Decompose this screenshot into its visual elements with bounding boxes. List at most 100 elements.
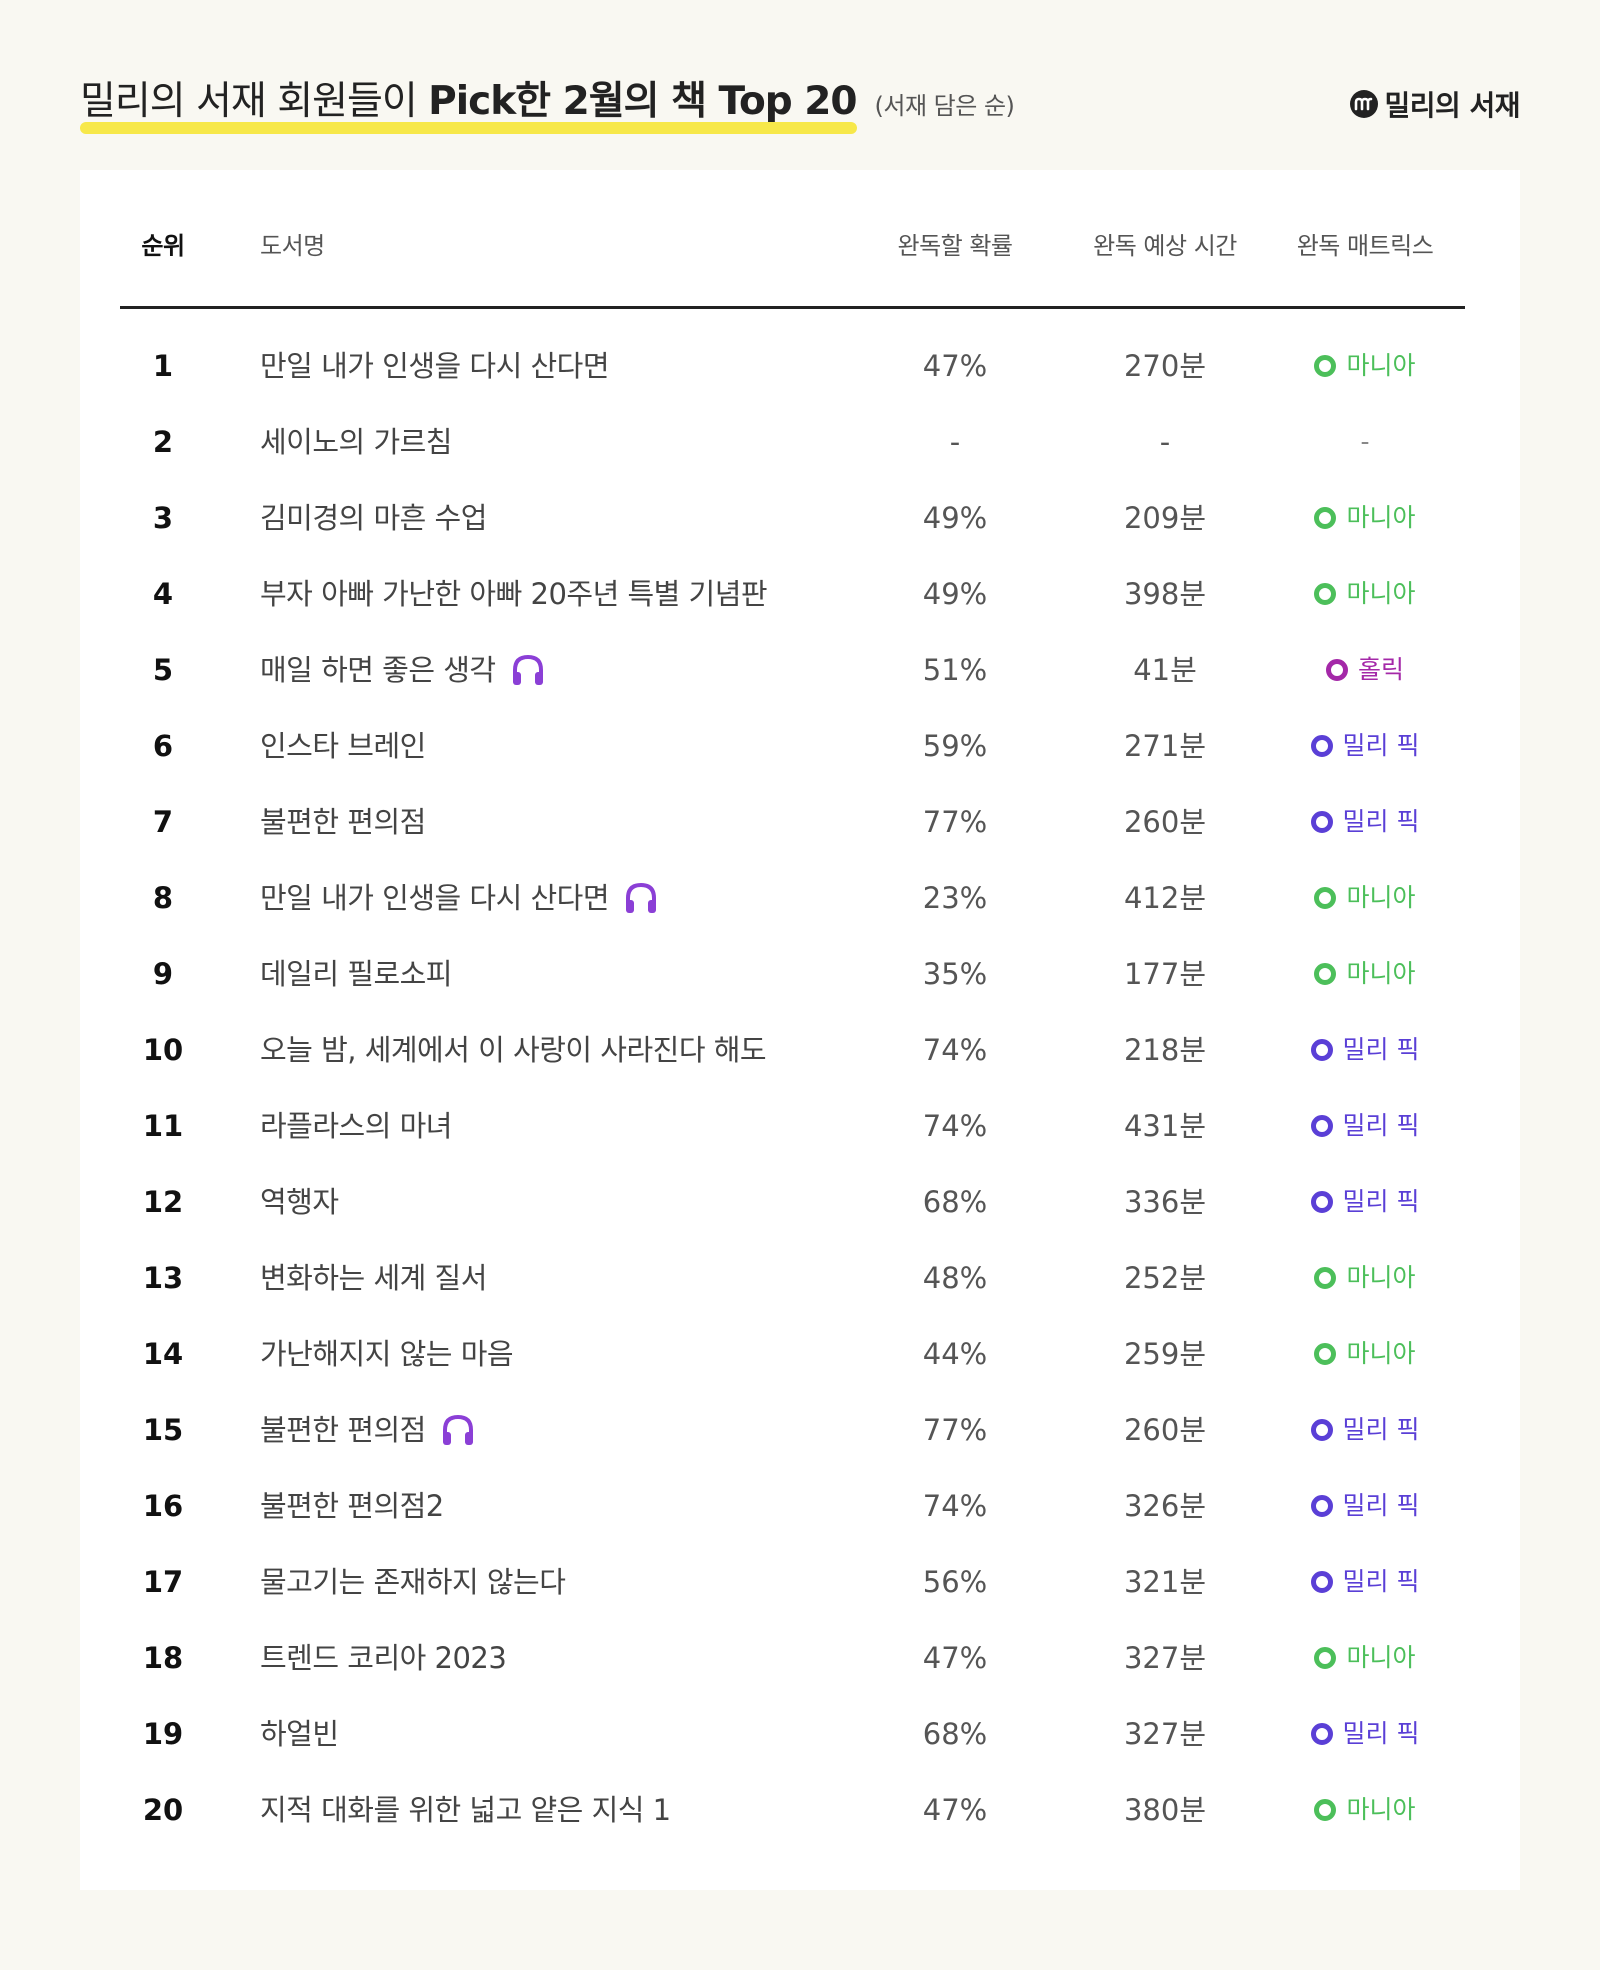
completion-matrix-cell: 밀리 픽	[1280, 1088, 1450, 1164]
rank-cell: 19	[142, 1717, 184, 1751]
completion-probability-cell: 77%	[922, 1413, 988, 1447]
table-row: 5 매일 하면 좋은 생각 51% 41분 홀릭	[120, 632, 1465, 708]
matrix-label: 마니아	[1346, 1263, 1416, 1292]
table-body: 1 만일 내가 인생을 다시 산다면 47% 270분 마니아 2 세이노의 가르침 - - -3…	[120, 306, 1465, 1848]
table-row: 18 트렌드 코리아 2023 47% 327분 마니아	[120, 1620, 1465, 1696]
ring-dot-icon	[1310, 811, 1333, 833]
millie-logo-icon	[1350, 90, 1379, 118]
completion-time-cell: 218분	[1123, 1033, 1207, 1067]
rank-cell: 4	[152, 577, 174, 611]
book-title: 만일 내가 인생을 다시 산다면	[260, 349, 610, 383]
book-title-cell: 김미경의 마흔 수업	[260, 480, 487, 556]
completion-matrix-cell: 마니아	[1280, 1772, 1450, 1848]
completion-time-cell: 177분	[1123, 957, 1207, 991]
header-title: 도서명	[260, 232, 325, 260]
table-header: 순위 도서명 완독할 확률 완독 예상 시간 완독 매트릭스	[120, 170, 1465, 309]
matrix-label: -	[1360, 427, 1370, 456]
ring-dot-icon	[1310, 735, 1333, 757]
rank-cell: 8	[152, 881, 174, 915]
completion-matrix-cell: 마니아	[1280, 556, 1450, 632]
table-row: 14 가난해지지 않는 마음 44% 259분 마니아	[120, 1316, 1465, 1392]
book-title-cell: 매일 하면 좋은 생각	[260, 632, 546, 708]
book-title: 불편한 편의점2	[260, 1489, 444, 1523]
matrix-label: 마니아	[1346, 883, 1416, 912]
completion-time-cell: 270분	[1123, 349, 1207, 383]
completion-time-cell: 327분	[1123, 1641, 1207, 1675]
rank-cell: 18	[142, 1641, 184, 1675]
table-row: 19 하얼빈 68% 327분 밀리 픽	[120, 1696, 1465, 1772]
rank-cell: 1	[152, 349, 174, 383]
book-title-cell: 세이노의 가르침	[260, 404, 452, 480]
book-title: 세이노의 가르침	[260, 425, 452, 459]
matrix-label: 밀리 픽	[1342, 1719, 1420, 1748]
table-row: 15 불편한 편의점 77% 260분 밀리 픽	[120, 1392, 1465, 1468]
rank-cell: 15	[142, 1413, 184, 1447]
book-title: 물고기는 존재하지 않는다	[260, 1565, 566, 1599]
completion-probability-cell: 47%	[922, 1641, 988, 1675]
book-title: 하얼빈	[260, 1717, 339, 1751]
ring-dot-icon	[1325, 659, 1348, 681]
book-title-cell: 인스타 브레인	[260, 708, 426, 784]
table-row: 8 만일 내가 인생을 다시 산다면 23% 412분 마니아	[120, 860, 1465, 936]
ring-dot-icon	[1314, 1343, 1337, 1365]
book-title-cell: 부자 아빠 가난한 아빠 20주년 특별 기념판	[260, 556, 768, 632]
completion-matrix-cell: 마니아	[1280, 1240, 1450, 1316]
completion-probability-cell: 74%	[922, 1489, 988, 1523]
table-row: 7 불편한 편의점 77% 260분 밀리 픽	[120, 784, 1465, 860]
ring-dot-icon	[1314, 1267, 1337, 1289]
matrix-label: 홀릭	[1357, 655, 1404, 684]
matrix-label: 밀리 픽	[1342, 1491, 1420, 1520]
completion-probability-cell: 49%	[922, 577, 988, 611]
table-row: 10 오늘 밤, 세계에서 이 사랑이 사라진다 해도 74% 218분 밀리 픽	[120, 1012, 1465, 1088]
completion-matrix-cell: 밀리 픽	[1280, 1012, 1450, 1088]
header-completion-matrix: 완독 매트릭스	[1296, 232, 1434, 260]
book-title: 불편한 편의점	[260, 1413, 426, 1447]
matrix-label: 마니아	[1346, 579, 1416, 608]
book-title-cell: 지적 대화를 위한 넓고 얕은 지식 1	[260, 1772, 671, 1848]
ring-dot-icon	[1310, 1039, 1333, 1061]
completion-probability-cell: 68%	[922, 1185, 988, 1219]
completion-time-cell: 412분	[1123, 881, 1207, 915]
table-row: 17 물고기는 존재하지 않는다 56% 321분 밀리 픽	[120, 1544, 1465, 1620]
rank-cell: 2	[152, 425, 174, 459]
book-title-cell: 데일리 필로소피	[260, 936, 452, 1012]
ring-dot-icon	[1310, 1419, 1333, 1441]
completion-matrix-cell: 밀리 픽	[1280, 1696, 1450, 1772]
book-title: 매일 하면 좋은 생각	[260, 653, 496, 687]
book-title-cell: 물고기는 존재하지 않는다	[260, 1544, 566, 1620]
rank-cell: 14	[142, 1337, 184, 1371]
completion-probability-cell: 35%	[922, 957, 988, 991]
completion-probability-cell: 68%	[922, 1717, 988, 1751]
table-row: 3 김미경의 마흔 수업 49% 209분 마니아	[120, 480, 1465, 556]
completion-time-cell: -	[1159, 425, 1171, 459]
book-title-cell: 오늘 밤, 세계에서 이 사랑이 사라진다 해도	[260, 1012, 767, 1088]
book-title-cell: 만일 내가 인생을 다시 산다면	[260, 860, 659, 936]
book-title: 부자 아빠 가난한 아빠 20주년 특별 기념판	[260, 577, 768, 611]
table-row: 12 역행자 68% 336분 밀리 픽	[120, 1164, 1465, 1240]
book-title-cell: 불편한 편의점2	[260, 1468, 444, 1544]
rank-cell: 12	[142, 1185, 184, 1219]
completion-time-cell: 252분	[1123, 1261, 1207, 1295]
book-title: 김미경의 마흔 수업	[260, 501, 487, 535]
book-title: 만일 내가 인생을 다시 산다면	[260, 881, 610, 915]
book-title-cell: 라플라스의 마녀	[260, 1088, 452, 1164]
book-title: 오늘 밤, 세계에서 이 사랑이 사라진다 해도	[260, 1033, 767, 1067]
book-title: 라플라스의 마녀	[260, 1109, 452, 1143]
matrix-label: 밀리 픽	[1342, 807, 1420, 836]
rank-cell: 3	[152, 501, 174, 535]
book-title: 트렌드 코리아 2023	[260, 1641, 507, 1675]
completion-probability-cell: 59%	[922, 729, 988, 763]
completion-matrix-cell: 마니아	[1280, 480, 1450, 556]
table-row: 1 만일 내가 인생을 다시 산다면 47% 270분 마니아	[120, 328, 1465, 404]
ring-dot-icon	[1314, 1799, 1337, 1821]
completion-probability-cell: 51%	[922, 653, 988, 687]
matrix-label: 밀리 픽	[1342, 731, 1420, 760]
book-title-cell: 불편한 편의점	[260, 784, 426, 860]
completion-time-cell: 271분	[1123, 729, 1207, 763]
ring-dot-icon	[1314, 1647, 1337, 1669]
ring-dot-icon	[1310, 1115, 1333, 1137]
book-title-cell: 트렌드 코리아 2023	[260, 1620, 507, 1696]
matrix-label: 마니아	[1346, 351, 1416, 380]
completion-time-cell: 326분	[1123, 1489, 1207, 1523]
completion-probability-cell: 74%	[922, 1109, 988, 1143]
